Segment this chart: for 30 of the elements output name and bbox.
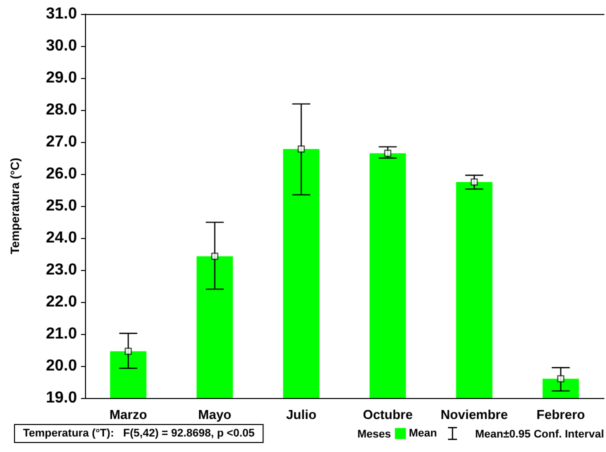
y-tick-label: 29.0 — [46, 70, 78, 86]
legend-title: Meses — [357, 428, 392, 440]
x-tick-label: Julio — [286, 407, 316, 422]
point — [298, 146, 305, 153]
point — [470, 178, 478, 186]
point — [557, 375, 564, 382]
y-tick-label: 28.0 — [46, 102, 78, 118]
y-tick-label: 22.0 — [46, 294, 78, 310]
y-tick-label: 27.0 — [46, 134, 78, 150]
y-tick-label: 21.0 — [46, 326, 78, 342]
point — [211, 252, 218, 260]
x-tick-label: Marzo — [109, 407, 148, 422]
y-tick-label: 30.0 — [46, 38, 78, 54]
y-tick-label: 19.0 — [46, 390, 78, 406]
x-tick-label: Noviembre — [440, 407, 508, 422]
y-axis-title: Temperatura (°C) — [8, 158, 22, 254]
y-tick-label: 20.0 — [46, 358, 78, 374]
legend-label: Mean — [408, 428, 438, 440]
y-tick-label: 26.0 — [46, 166, 78, 182]
x-tick-label: Febrero — [536, 407, 586, 422]
y-tick-label: 25.0 — [46, 198, 78, 214]
y-tick-label: 24.0 — [46, 230, 78, 246]
point — [384, 150, 392, 157]
text: Mean±0.95 Conf. Interval — [475, 428, 604, 440]
text: Temperatura (°T): F(5,42) = 92.8698, p <0.05 — [23, 428, 255, 440]
y-tick-label: 31.0 — [46, 6, 78, 22]
y-tick-label: 23.0 — [46, 262, 78, 278]
x-tick-label: Mayo — [198, 407, 232, 422]
point — [124, 348, 132, 355]
x-tick-label: Octubre — [362, 407, 413, 422]
